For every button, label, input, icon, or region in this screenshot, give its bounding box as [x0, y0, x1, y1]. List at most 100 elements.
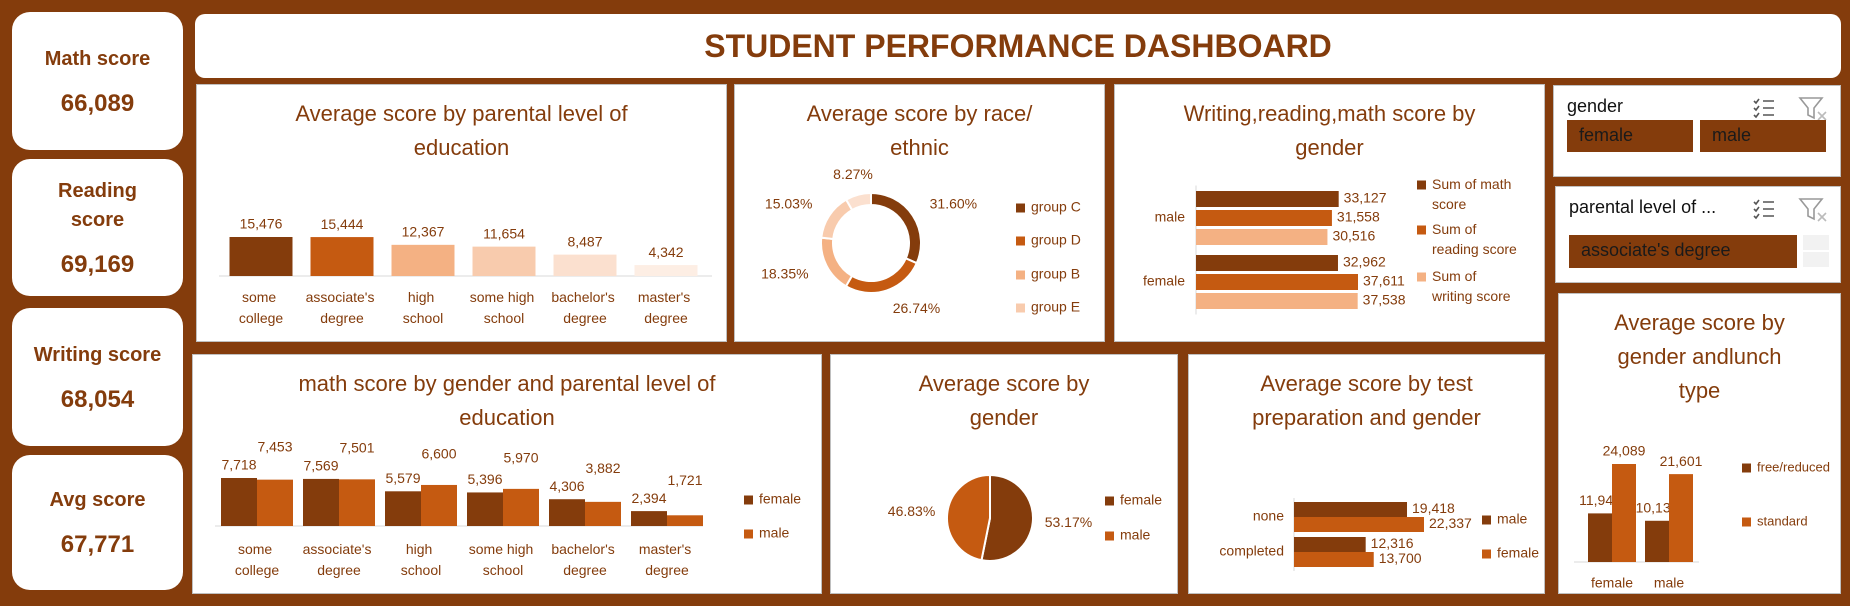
legend-label: female [1120, 492, 1162, 508]
bar [339, 479, 375, 526]
data-label: 7,501 [339, 440, 374, 456]
bar [1645, 520, 1669, 562]
banner: STUDENT PERFORMANCE DASHBOARD [195, 14, 1841, 78]
legend-label: female [1497, 545, 1539, 561]
legend-label: male [1497, 511, 1528, 527]
data-label: 33,127 [1344, 190, 1387, 206]
legend-swatch [744, 495, 753, 505]
x-tick-label: high school [401, 541, 441, 578]
data-label: 4,306 [549, 478, 584, 494]
kpi-label: Avg score [49, 489, 146, 511]
slicer-button[interactable]: associate's degree [1569, 235, 1797, 268]
kpi-card: Reading score 69,169 [12, 159, 183, 296]
bar [1669, 474, 1693, 562]
dashboard-title: STUDENT PERFORMANCE DASHBOARD [704, 27, 1332, 64]
bar [1196, 229, 1328, 245]
slice [820, 236, 854, 288]
legend-swatch [1742, 517, 1751, 527]
slicer-button[interactable]: male [1700, 120, 1826, 152]
data-label: 18.35% [761, 265, 808, 281]
data-label: 26.74% [893, 300, 940, 316]
bar [1196, 210, 1332, 226]
slicer-icons[interactable] [1750, 195, 1830, 223]
kpi-label: Reading score [58, 179, 137, 231]
data-label: 12,316 [1371, 535, 1414, 551]
kpi-value: 69,169 [60, 250, 135, 278]
data-label: 11,654 [483, 225, 525, 241]
data-label: 31.60% [930, 195, 977, 211]
data-label: 8.27% [833, 166, 873, 182]
legend-swatch [1016, 303, 1025, 313]
legend-label: group B [1031, 266, 1080, 282]
data-label: 21,601 [1660, 453, 1703, 469]
x-tick-label: master's degree [639, 541, 695, 578]
data-label: 32,962 [1343, 254, 1386, 270]
kpi-label: Math score [44, 47, 151, 70]
data-label: 13,700 [1379, 550, 1422, 566]
bar [1588, 513, 1612, 562]
legend-swatch [1105, 496, 1114, 506]
y-tick-label: female [1143, 273, 1185, 289]
data-label: 7,453 [257, 439, 292, 455]
x-tick-label: associate's degree [306, 289, 379, 326]
scroll-block [1803, 235, 1829, 250]
x-tick-label: some college [235, 541, 280, 578]
legend-swatch [1016, 236, 1025, 246]
legend-swatch [1482, 515, 1491, 525]
legend-swatch [744, 529, 753, 539]
bar [385, 491, 421, 526]
kpi-value: 66,089 [60, 89, 135, 117]
y-tick-label: male [1155, 209, 1186, 225]
bar [503, 488, 539, 526]
data-label: 4,342 [648, 244, 683, 260]
bar [1196, 255, 1338, 271]
x-tick-label: high school [403, 289, 443, 326]
legend-label: Sum of math score [1432, 176, 1515, 212]
legend-swatch [1016, 203, 1025, 213]
legend-label: Sum of reading score [1432, 221, 1517, 257]
data-label: 15,444 [321, 216, 364, 232]
chart-title: Average score by gender andlunch type [1614, 310, 1785, 403]
chart: 53.17% 46.83% female male [888, 473, 1162, 562]
slicer-button[interactable]: female [1567, 120, 1693, 152]
kpi-value: 67,771 [60, 531, 135, 558]
data-label: 5,396 [467, 471, 502, 487]
bar [1294, 502, 1408, 517]
legend-label: free/reduced [1757, 459, 1830, 474]
chart: some college 15,476 associate's degree 15,4… [219, 216, 712, 326]
chart: 31.60% 26.74% 18.35% 15.03% 8.27% group C grou… [761, 166, 1081, 316]
bar [472, 246, 536, 276]
bar [585, 501, 621, 526]
slicer-title: parental level of ... [1569, 197, 1717, 217]
legend-label: Sum of writing score [1431, 268, 1511, 304]
legend-swatch [1482, 549, 1491, 559]
bar [310, 237, 374, 276]
data-label: 53.17% [1045, 514, 1092, 530]
data-label: 31,558 [1337, 209, 1380, 225]
chart-panel: math score by gender and parental level … [192, 354, 822, 594]
data-label: 19,418 [1412, 500, 1455, 516]
chart-title: Average score by gender [918, 371, 1090, 430]
bar [391, 244, 455, 276]
y-tick-label: none [1253, 508, 1284, 524]
data-label: 15,476 [240, 216, 283, 232]
bar [1196, 293, 1358, 309]
bar [303, 478, 339, 526]
data-label: 5,970 [503, 450, 538, 466]
slicer-icons[interactable] [1750, 94, 1830, 122]
x-tick-label: bachelor's degree [551, 289, 618, 326]
bar [1294, 517, 1424, 532]
bar [1612, 464, 1636, 562]
x-tick-label: some college [239, 289, 284, 326]
chart-panel: Average score by gender 53.17% 46.83% femal… [830, 354, 1178, 594]
data-label: 1,721 [667, 472, 702, 488]
kpi-label: Writing score [33, 343, 162, 366]
scroll-block [1803, 252, 1829, 267]
bar [1294, 537, 1366, 552]
chart-title: Average score by race/ ethnic [806, 101, 1033, 160]
bar [549, 499, 585, 526]
legend-label: group C [1031, 199, 1081, 215]
chart-title: Writing,reading,math score by gender [1183, 101, 1476, 160]
legend-label: male [759, 525, 790, 541]
